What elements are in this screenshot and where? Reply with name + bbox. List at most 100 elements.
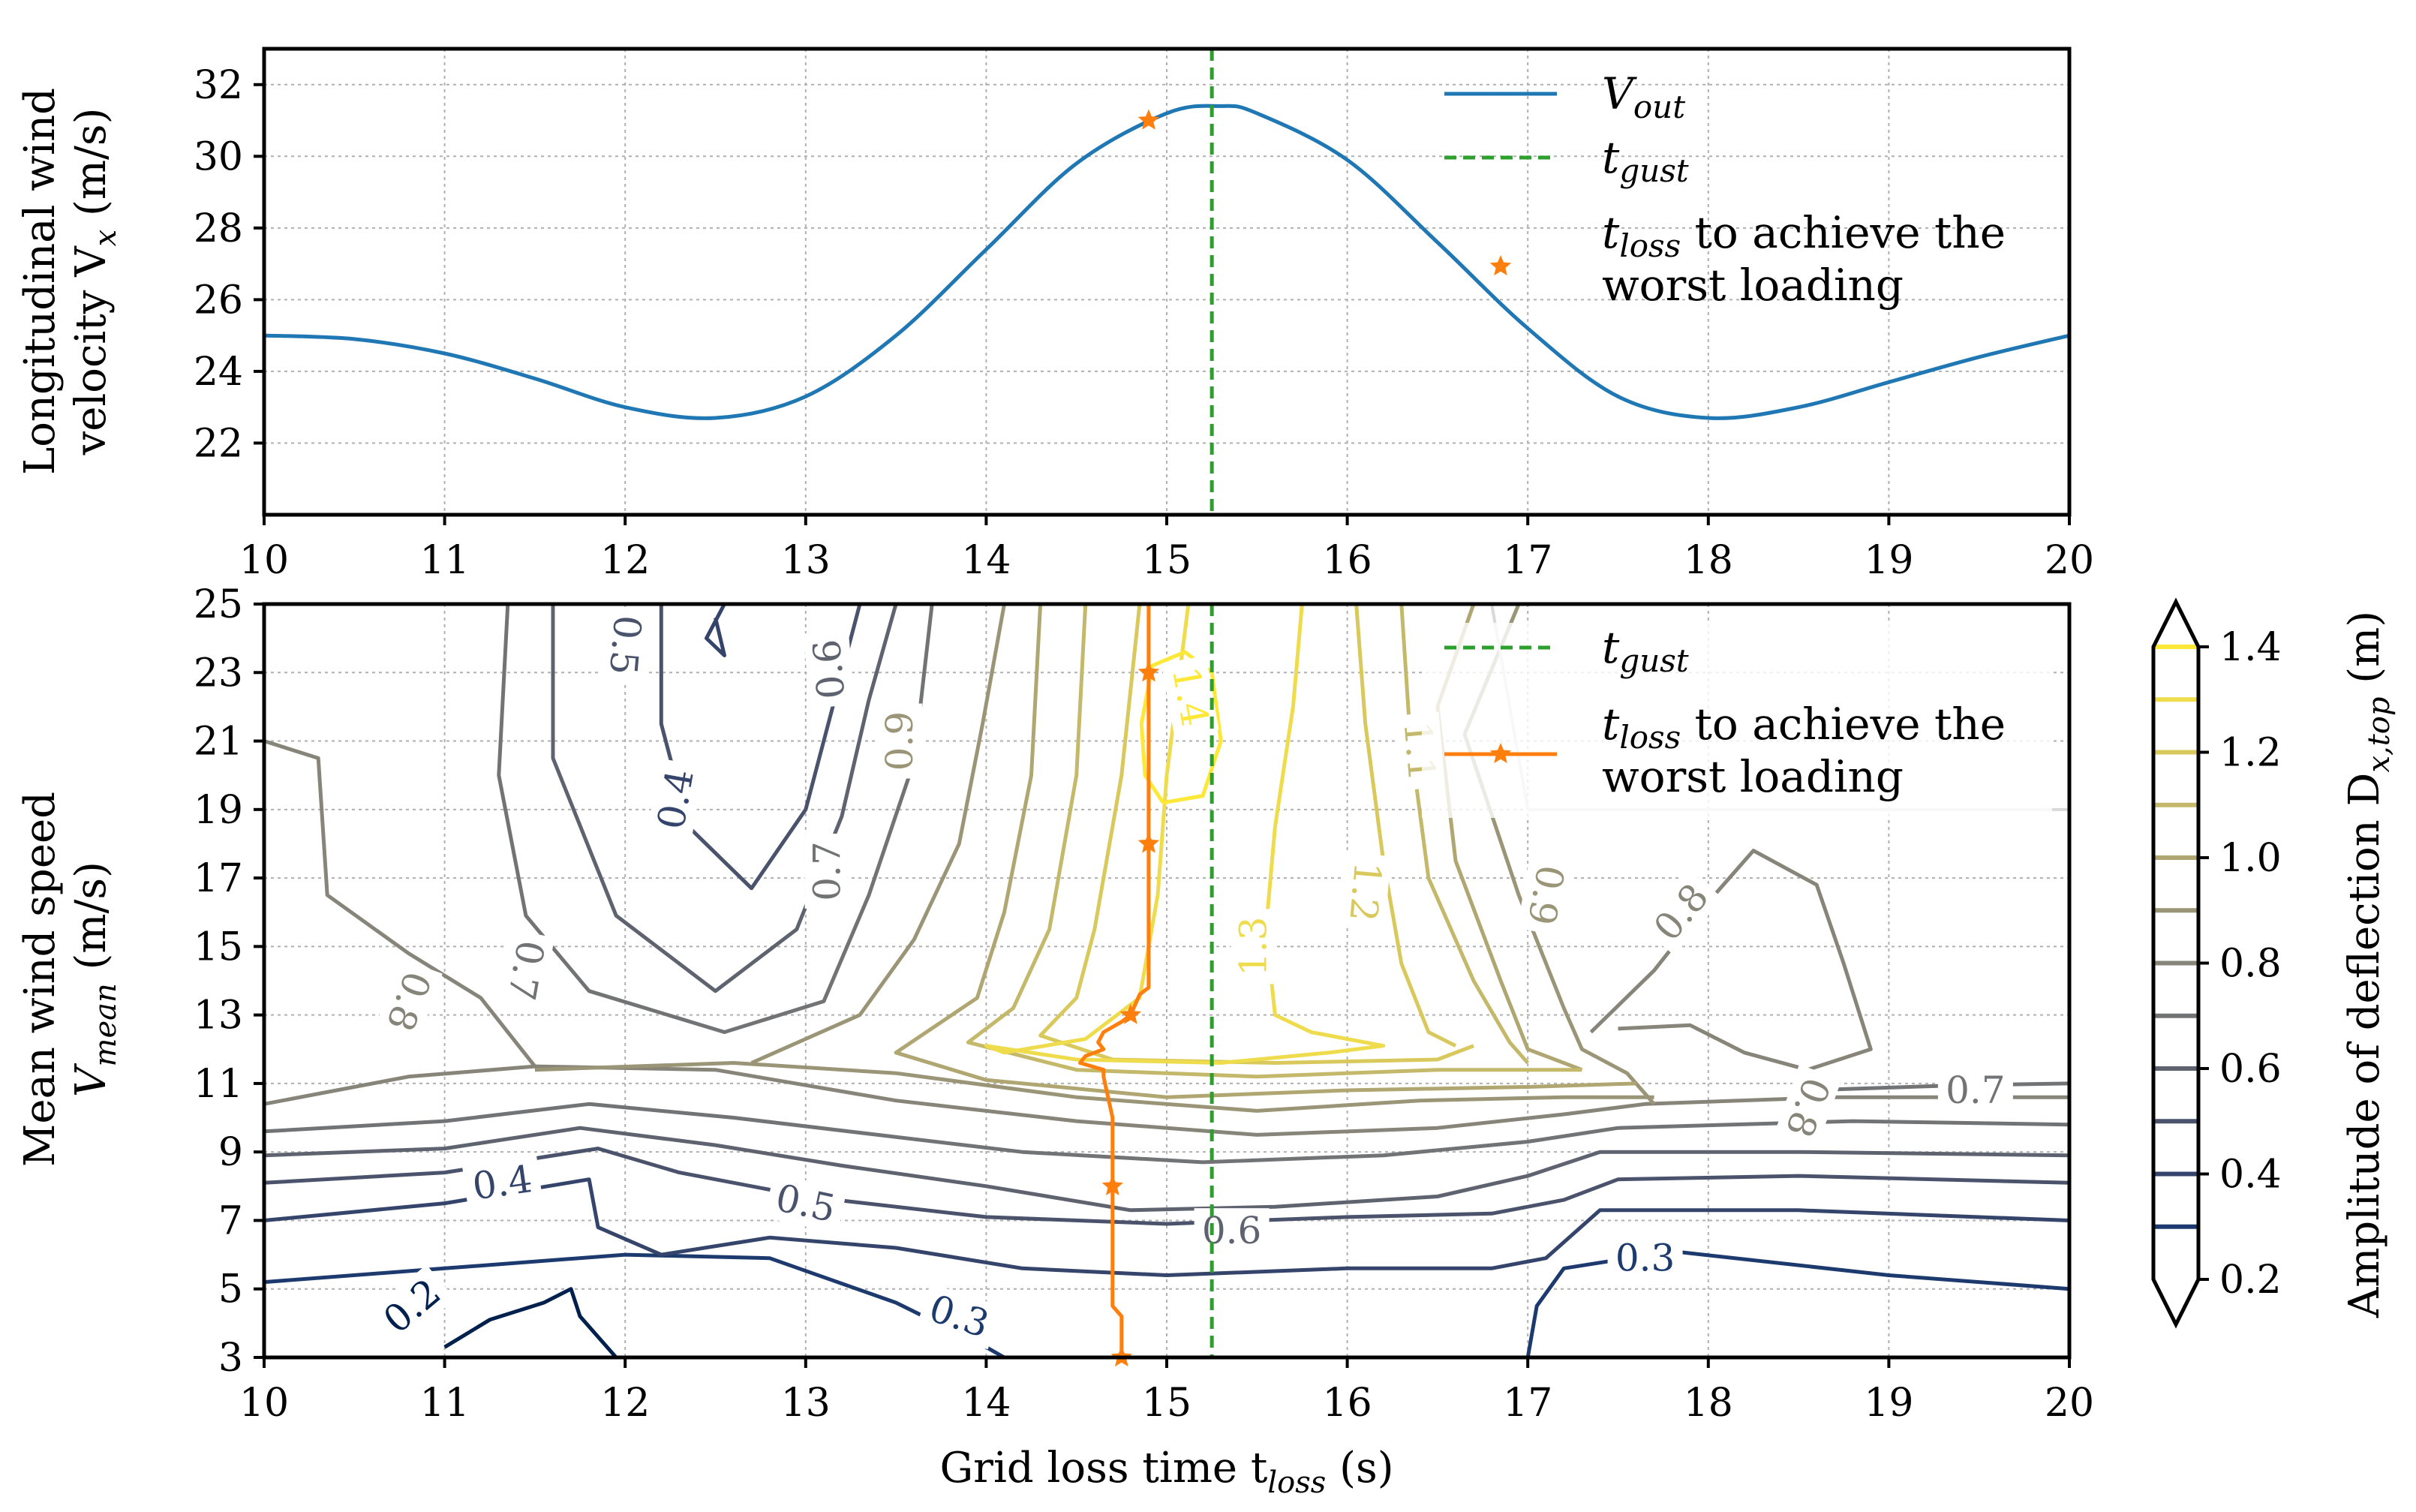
top-legend: Vout tgust tloss to achieve the worst lo… [1444, 68, 2006, 311]
worst-loading-star-marker-1 [1137, 832, 1160, 853]
worst-loading-star-marker-3 [1101, 1174, 1124, 1195]
contour-label-bg-10 [804, 833, 850, 909]
bottom-xtick-label-12: 12 [600, 1381, 650, 1426]
top-y-axis-label: Longitudinal wind velocity Vx (m/s) [16, 88, 123, 475]
bottom-overlays [1078, 604, 1214, 1367]
bottom-xlabel: Grid loss time tloss (s) [939, 1444, 1393, 1500]
contour-label-18: 1.2 [1341, 860, 1390, 923]
legend-bottom-tloss-star-icon [1489, 743, 1512, 764]
colorbar-level-lines [2153, 645, 2198, 1229]
top-xtick-label-17: 17 [1503, 538, 1552, 583]
contour-label-20: 1.4 [1164, 663, 1217, 729]
bottom-ytick-label-3: 3 [218, 1336, 243, 1381]
contour-line-0-6-7 [263, 1126, 2070, 1213]
top-series-layer [263, 49, 2070, 515]
top-ylabel-line1: Longitudinal wind [16, 88, 65, 475]
bottom-ytick-label-5: 5 [218, 1267, 243, 1312]
contour-label-bg-3 [461, 1155, 543, 1210]
contour-label-bg-12 [374, 958, 443, 1045]
colorbar-tick-label-0.4: 0.4 [2219, 1153, 2282, 1198]
contour-chart: 10 11 12 13 14 15 16 17 18 19 20 3 5 7 9 11 13 15 17 19 21 23… [16, 582, 2094, 1500]
colorbar-label: Amplitude of deflection Dx,top (m) [2340, 611, 2396, 1318]
contour-label-bg-7 [1194, 1208, 1270, 1254]
contour-line-0-4-3 [263, 1177, 2070, 1277]
contour-label-bg-15 [876, 703, 922, 779]
contour-line-1-18 [894, 603, 1636, 1099]
contour-line-0-9-16 [750, 603, 1006, 1065]
top-ytick-label-28: 28 [194, 206, 243, 251]
contour-label-3: 0.4 [470, 1157, 535, 1209]
top-ytick-label-26: 26 [194, 278, 243, 323]
bottom-xtick-label-16: 16 [1323, 1381, 1372, 1426]
contour-line-1-2-22 [1038, 603, 1474, 1065]
top-ylabel-line2: velocity Vx (m/s) [67, 108, 123, 456]
contour-label-4: 0.4 [649, 766, 702, 832]
top-xtick-label-18: 18 [1684, 538, 1733, 583]
top-axes-frame [262, 47, 2072, 517]
top-xtick-label-19: 19 [1864, 538, 1913, 583]
colorbar: 0.2 0.4 0.6 0.8 1.0 1.2 1.4 Amplitude of defle… [2151, 597, 2396, 1329]
colorbar-tick-label-1.0: 1.0 [2219, 836, 2282, 881]
vout-series-line [263, 104, 2070, 420]
contour-label-6: 0.5 [601, 614, 650, 677]
contour-label-11: 0.7 [1946, 1069, 2006, 1112]
top-xtick-label-13: 13 [781, 538, 831, 583]
contour-label-bg-6 [599, 606, 651, 685]
bottom-ytick-label-7: 7 [218, 1198, 243, 1243]
contour-label-bg-0 [368, 1264, 455, 1348]
bottom-ytick-label-19: 19 [194, 788, 243, 833]
bottom-ytick-label-13: 13 [194, 993, 243, 1039]
top-xtick-label-14: 14 [961, 538, 1011, 583]
bottom-ylabel-line2: Vmean (m/s) [67, 861, 123, 1097]
bottom-xtick-label-14: 14 [961, 1381, 1011, 1426]
contour-label-bg-16 [1517, 854, 1575, 936]
bottom-ytick-label-25: 25 [194, 582, 243, 627]
contour-label-bg-20 [1161, 655, 1219, 738]
colorbar-tick-label-0.2: 0.2 [2219, 1258, 2282, 1303]
contour-line-0-7-10 [497, 603, 934, 1034]
contour-label-bg-13 [1639, 869, 1723, 956]
top-xtick-label-20: 20 [2045, 538, 2094, 583]
wind-velocity-chart: 10 11 12 13 14 15 16 17 18 19 20 22 24 26 28 30 32 Longi… [16, 47, 2094, 583]
bottom-ytick-label-11: 11 [194, 1062, 243, 1107]
bottom-ytick-label-15: 15 [194, 924, 243, 969]
contour-lines [263, 603, 2070, 1360]
bottom-ytick-label-9: 9 [218, 1130, 243, 1175]
contour-line-1-3-24 [984, 603, 1386, 1065]
bottom-axes-frame [262, 602, 2072, 1360]
t-loss-star-marker [1137, 109, 1160, 130]
contour-line-0-8-12 [263, 1064, 2069, 1137]
contour-label-bg-5 [764, 1173, 847, 1234]
top-xtick-label-10: 10 [239, 538, 289, 583]
contour-label-bg-18 [1339, 852, 1391, 931]
bottom-legend: tgust tloss to achieve the worst loading [1422, 622, 2052, 818]
contour-line-0-4-4 [705, 603, 726, 657]
legend-vout-label: Vout [1602, 68, 1685, 125]
contour-label-10: 0.7 [806, 841, 849, 901]
top-ytick-label-32: 32 [194, 63, 243, 108]
bottom-xtick-label-18: 18 [1684, 1381, 1733, 1426]
legend-bottom-tloss-label: tloss to achieve the [1602, 699, 2006, 756]
top-xtick-label-16: 16 [1323, 538, 1372, 583]
bottom-xtick-label-15: 15 [1142, 1381, 1191, 1426]
contour-label-19: 1.3 [1231, 917, 1275, 977]
legend-tloss-label-line2: worst loading [1602, 260, 1904, 311]
bottom-ytick-label-21: 21 [194, 720, 243, 765]
contour-line-0-6-8 [551, 603, 898, 993]
colorbar-ticks: 0.2 0.4 0.6 0.8 1.0 1.2 1.4 [2198, 625, 2282, 1303]
contour-line-0-8-13 [263, 739, 536, 1068]
contour-label-2: 0.3 [1615, 1237, 1675, 1280]
contour-label-bg-1 [916, 1283, 1002, 1350]
top-ytick-label-30: 30 [194, 134, 243, 179]
bottom-legend-box [1422, 623, 2052, 818]
bottom-xtick-label-13: 13 [781, 1381, 831, 1426]
bottom-ylabel-line1: Mean wind speed [16, 792, 65, 1167]
contour-label-bg-11 [1937, 1068, 2013, 1114]
bottom-xtick-label-17: 17 [1503, 1381, 1552, 1426]
top-xtick-label-11: 11 [420, 538, 470, 583]
bottom-ytick-label-23: 23 [194, 651, 243, 696]
contour-label-9: 0.7 [499, 937, 552, 1003]
contour-label-bg-8 [803, 630, 855, 709]
